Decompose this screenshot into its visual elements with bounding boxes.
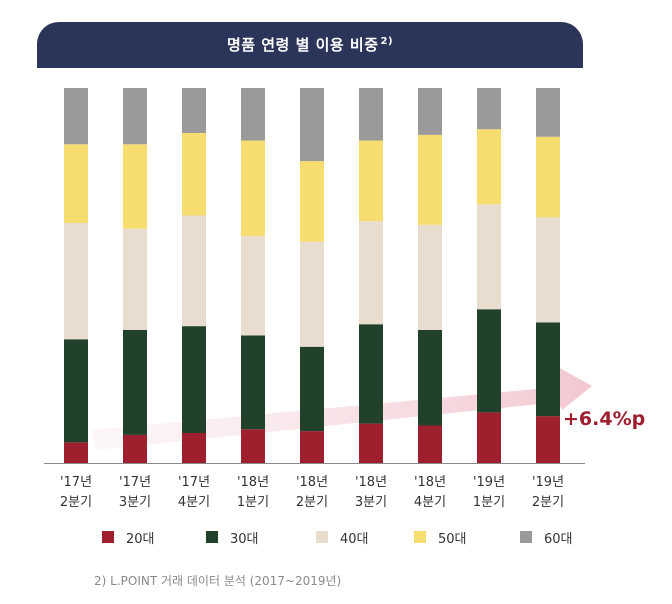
bar-segment-50대: [359, 140, 383, 222]
bar-segment-60대: [418, 88, 442, 135]
trend-annotation: +6.4%p: [563, 408, 645, 430]
bar-segment-20대: [182, 433, 206, 463]
x-tick-label: '18년: [355, 475, 387, 490]
bar-segment-60대: [359, 88, 383, 141]
legend: 20대 30대 40대 50대 60대: [102, 531, 573, 547]
x-tick-label: 2분기: [60, 495, 92, 510]
bar-segment-30대: [123, 329, 147, 435]
bar-segment-60대: [182, 88, 206, 133]
legend-swatch: [316, 531, 328, 543]
legend-item: 50대: [414, 531, 467, 547]
legend-swatch: [520, 531, 532, 543]
bars-group: [64, 88, 560, 464]
x-tick-label: 3분기: [119, 495, 151, 510]
bar-segment-60대: [241, 88, 265, 141]
legend-swatch: [414, 531, 426, 543]
x-tick-label: '18년: [414, 475, 446, 490]
legend-label: 60대: [544, 532, 573, 547]
bar-segment-40대: [64, 223, 88, 340]
legend-swatch: [206, 531, 218, 543]
x-tick-label: '17년: [119, 475, 151, 490]
bar-segment-40대: [477, 204, 501, 310]
x-tick-label: 1분기: [237, 495, 269, 510]
bar-segment-30대: [64, 339, 88, 443]
bar-segment-50대: [300, 161, 324, 242]
bar-segment-50대: [123, 144, 147, 229]
x-tick-label: '19년: [473, 475, 505, 490]
bar-segment-40대: [536, 217, 560, 323]
x-tick-label: 2분기: [296, 495, 328, 510]
legend-label: 30대: [230, 532, 259, 547]
bar-segment-50대: [477, 129, 501, 205]
bar-segment-50대: [64, 144, 88, 223]
x-tick-label: 4분기: [178, 495, 210, 510]
bar-segment-20대: [123, 434, 147, 464]
legend-swatch: [102, 531, 114, 543]
bar-segment-20대: [64, 442, 88, 464]
bar-segment-40대: [241, 236, 265, 336]
bar-segment-20대: [300, 431, 324, 464]
trend-arrow-shape: [92, 367, 592, 450]
chart-title-text: 명품 연령 별 이용 비중: [226, 36, 379, 54]
bar-segment-50대: [418, 134, 442, 225]
x-tick-label: '19년: [532, 475, 564, 490]
bar-segment-40대: [418, 224, 442, 330]
bar-segment-60대: [536, 88, 560, 137]
x-tick-label: '17년: [178, 475, 210, 490]
x-tick-label: 4분기: [414, 495, 446, 510]
bar-segment-50대: [241, 140, 265, 237]
bar-segment-20대: [477, 412, 501, 464]
title-footnote-marker: 2): [380, 36, 394, 47]
bar-segment-30대: [182, 326, 206, 433]
x-tick-label: '18년: [237, 475, 269, 490]
bar-segment-40대: [182, 215, 206, 327]
trend-arrow: [92, 367, 592, 450]
legend-label: 50대: [438, 532, 467, 547]
legend-item: 40대: [316, 531, 369, 547]
x-tick-label: 1분기: [473, 495, 505, 510]
bar-segment-20대: [418, 425, 442, 463]
bar-segment-30대: [477, 309, 501, 413]
legend-item: 60대: [520, 531, 573, 547]
x-tick-label: '17년: [60, 475, 92, 490]
source-footnote: 2) L.POINT 거래 데이터 분석 (2017~2019년): [94, 574, 342, 588]
bar-segment-20대: [241, 429, 265, 463]
bar-segment-20대: [359, 423, 383, 464]
bar-segment-30대: [359, 324, 383, 424]
x-tick-labels: '17년 2분기 '17년 3분기 '17년 4분기 '18년 1분기 '18년 2분기 '18년 3…: [60, 475, 564, 510]
legend-item: 20대: [102, 531, 155, 547]
chart-title-bar: 명품 연령 별 이용 비중 2): [37, 22, 583, 68]
bar-segment-40대: [300, 241, 324, 347]
legend-label: 40대: [340, 532, 369, 547]
bar-segment-60대: [300, 88, 324, 162]
legend-label: 20대: [126, 532, 155, 547]
x-tick-label: 3분기: [355, 495, 387, 510]
bar-segment-20대: [536, 416, 560, 464]
bar-segment-50대: [182, 133, 206, 216]
legend-item: 30대: [206, 531, 259, 547]
x-tick-label: 2분기: [532, 495, 564, 510]
bar-segment-50대: [536, 136, 560, 218]
bar-segment-40대: [359, 221, 383, 325]
bar-segment-40대: [123, 228, 147, 330]
bar-segment-30대: [418, 329, 442, 426]
bar-segment-60대: [477, 88, 501, 130]
bar-segment-60대: [64, 88, 88, 145]
bar-segment-30대: [300, 346, 324, 432]
x-tick-label: '18년: [296, 475, 328, 490]
bar-segment-30대: [536, 322, 560, 417]
bar-segment-60대: [123, 88, 147, 145]
chart-title: 명품 연령 별 이용 비중 2): [37, 34, 583, 55]
bar-segment-30대: [241, 335, 265, 430]
